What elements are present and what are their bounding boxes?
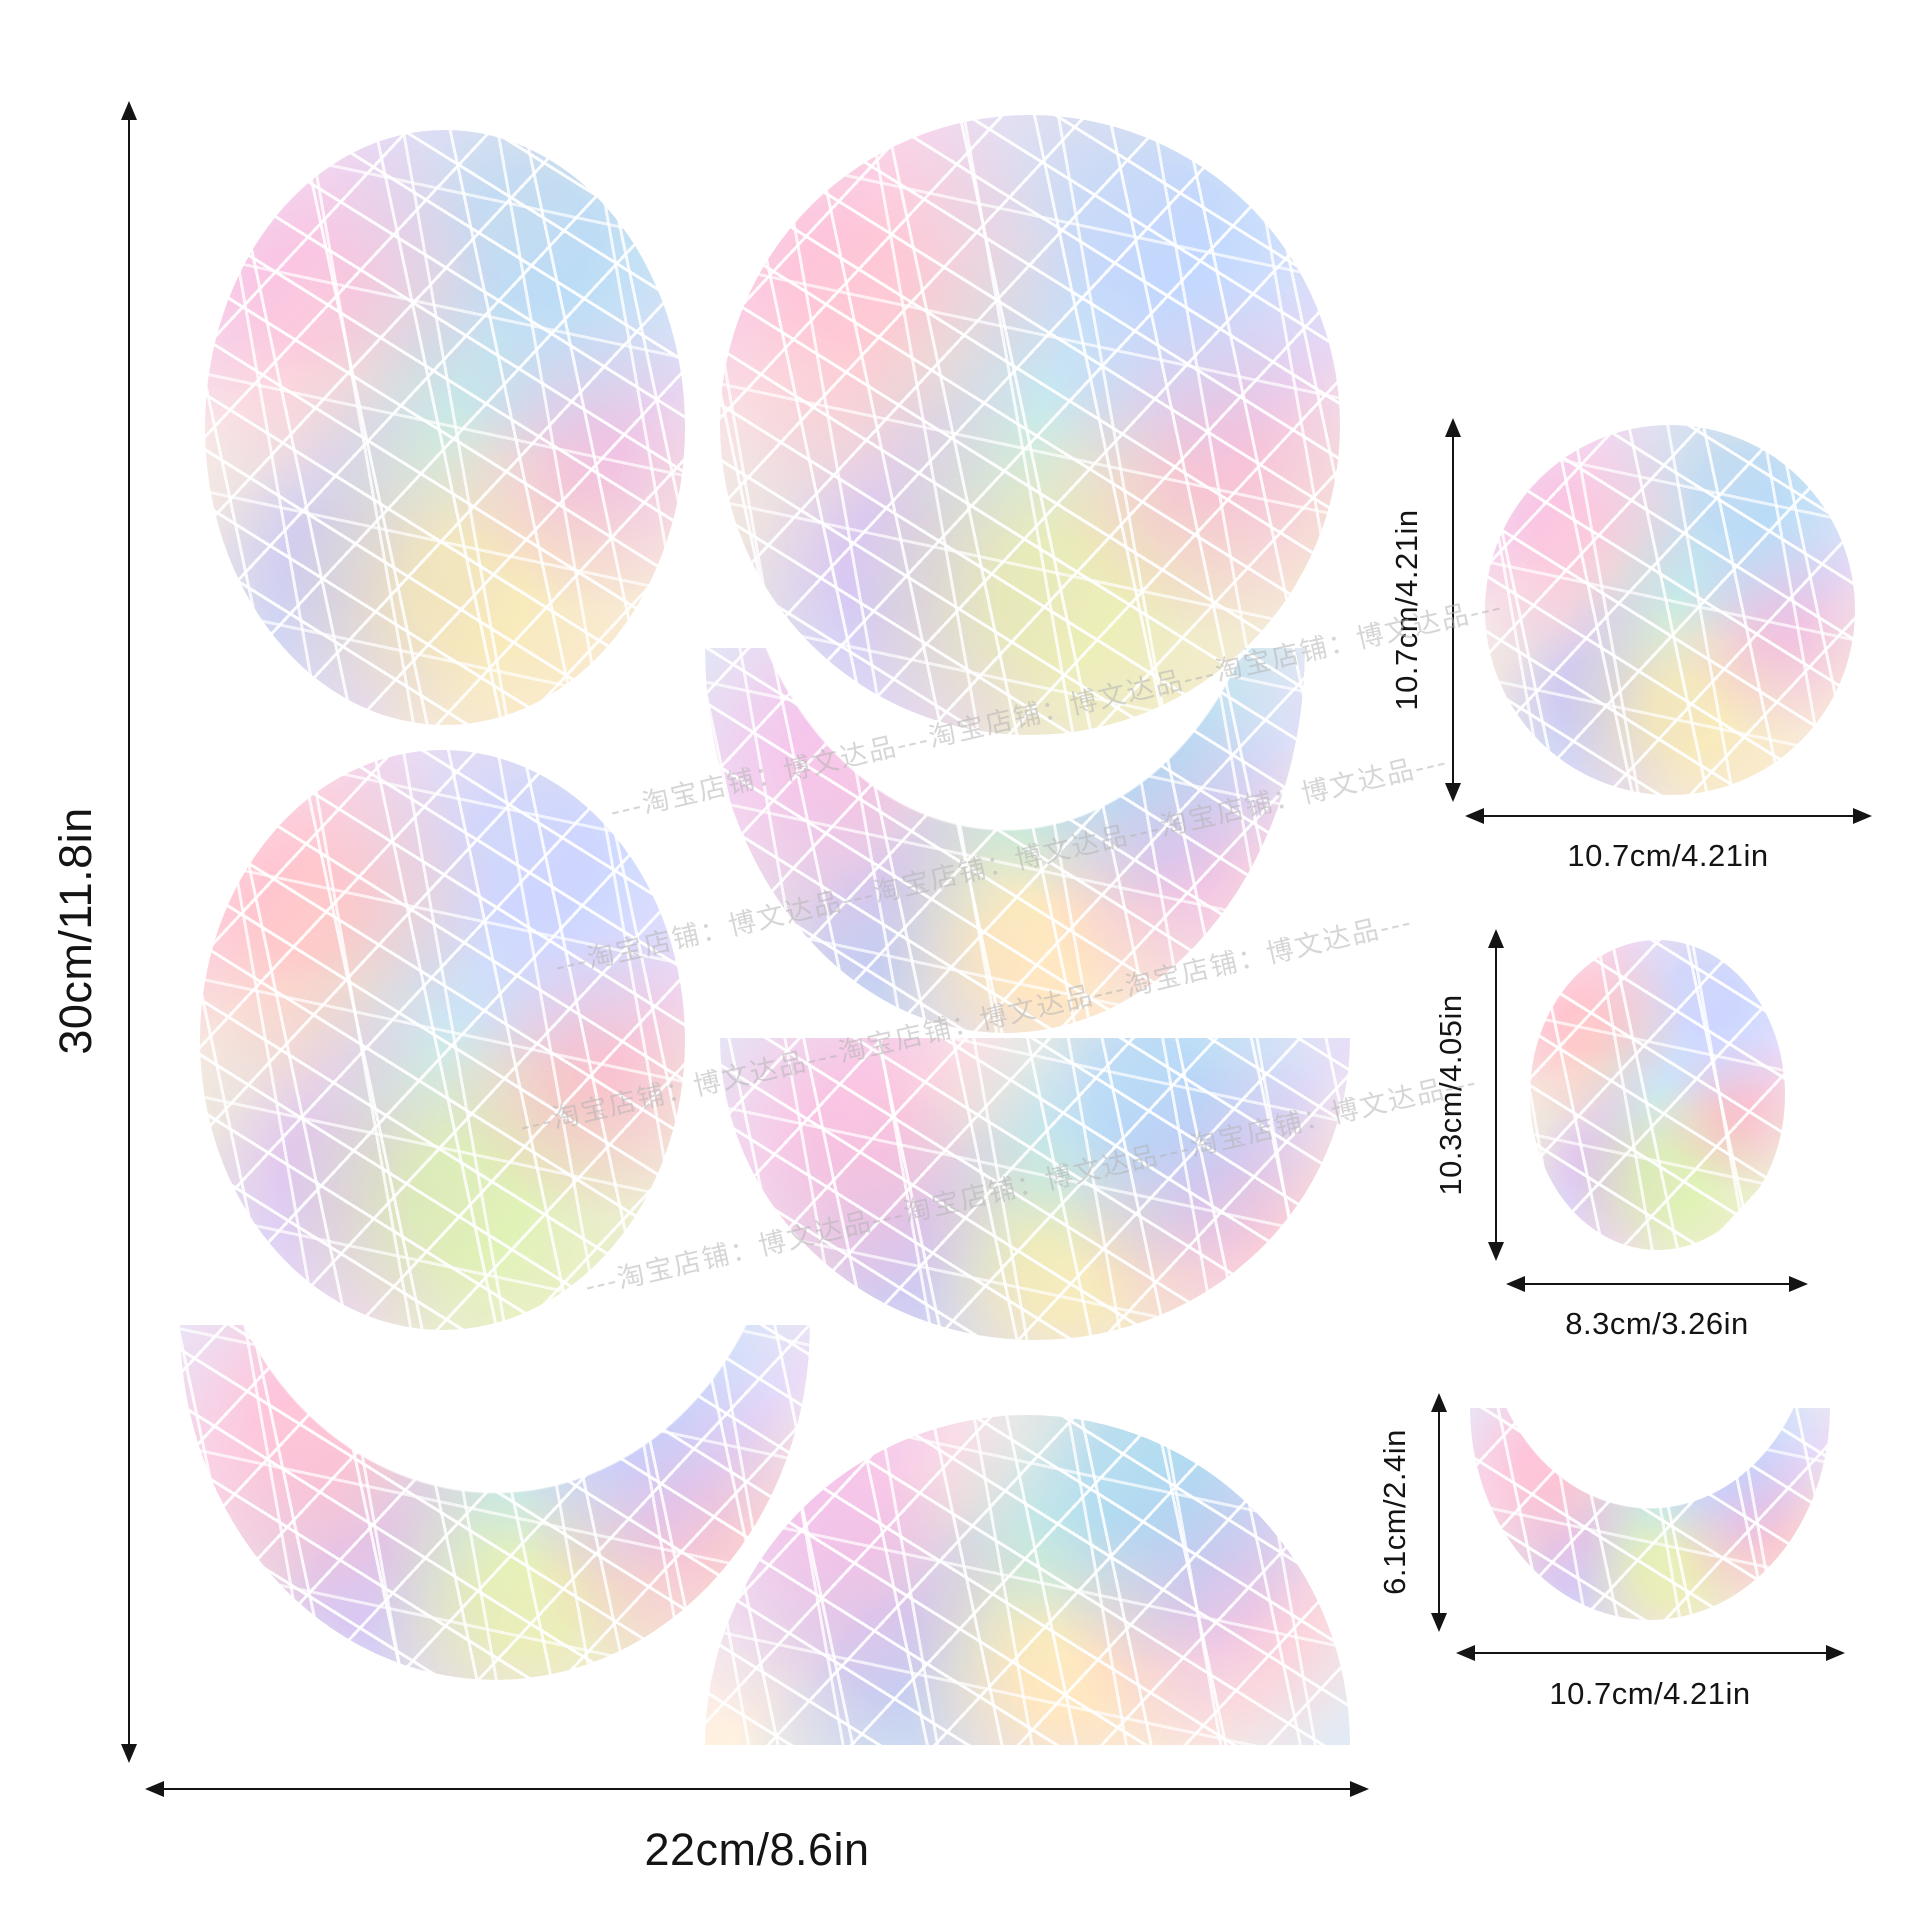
small-oval-height-arrow [1495,946,1497,1244]
small-oval-width-arrow [1523,1283,1791,1285]
small-circle-height-label: 10.7cm/4.21in [1389,509,1424,711]
small-crescent-width-label: 10.7cm/4.21in [1549,1676,1751,1711]
small-oval-height-label: 10.3cm/4.05in [1433,994,1468,1196]
small-circle-width-label: 10.7cm/4.21in [1567,838,1769,873]
sticker-oval-large-top [205,130,685,725]
small-oval-width-label: 8.3cm/3.26in [1565,1306,1749,1341]
sheet-width-arrow [162,1788,1352,1790]
sticker-crescent-middle [705,648,1305,1033]
sticker-crescent-small [1470,1408,1830,1620]
sticker-circle-small [1485,425,1855,795]
sheet-width-label: 22cm/8.6in [644,1824,870,1875]
small-circle-height-arrow [1452,435,1454,785]
sticker-half-circle-dome [705,1415,1350,1745]
sticker-circle-large [720,115,1340,735]
small-crescent-width-arrow [1473,1652,1828,1654]
sheet-height-arrow [128,118,130,1746]
sheet-height-label: 30cm/11.8in [50,807,101,1055]
small-crescent-height-arrow [1438,1410,1440,1615]
sticker-crescent-bottom [180,1325,810,1680]
sticker-oval-large-middle [200,750,685,1330]
small-circle-width-arrow [1482,815,1855,817]
sticker-oval-small [1530,940,1785,1250]
sticker-half-circle-bowl [720,1038,1350,1340]
small-crescent-height-label: 6.1cm/2.4in [1377,1429,1412,1595]
